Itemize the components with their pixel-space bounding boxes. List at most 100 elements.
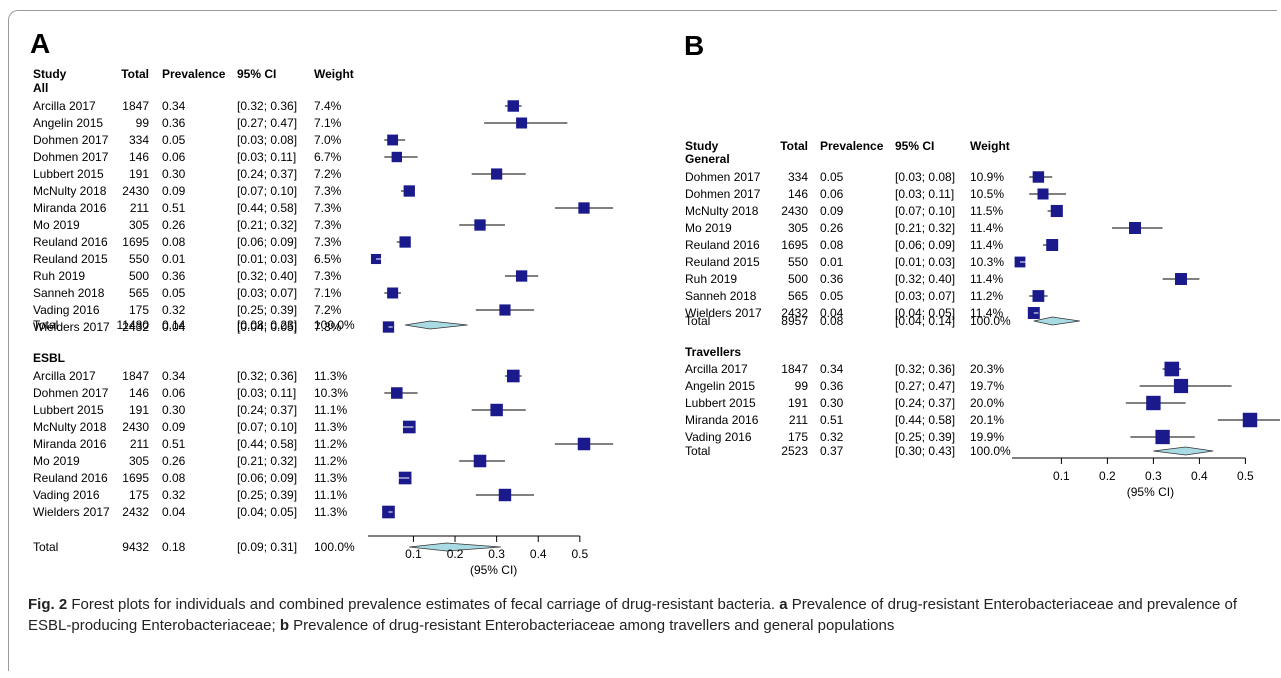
total-n: 2523 (781, 444, 808, 458)
panel-a-letter: A (30, 28, 51, 59)
weight-value: 7.1% (314, 286, 342, 300)
effect-square (499, 304, 511, 316)
prevalence-value: 0.04 (820, 306, 844, 320)
total-n: 146 (129, 386, 149, 400)
ci-text: [0.03; 0.08] (895, 170, 955, 184)
x-tick-label: 0.3 (488, 547, 505, 561)
total-n: 500 (129, 269, 149, 283)
prevalence-value: 0.05 (162, 133, 186, 147)
weight-value: 100.0% (314, 540, 355, 554)
effect-square (1037, 188, 1049, 200)
total-n: 2430 (781, 204, 808, 218)
ci-text: [0.01; 0.03] (895, 255, 955, 269)
weight-value: 11.3% (314, 471, 347, 485)
prevalence-value: 0.08 (162, 235, 186, 249)
effect-square (516, 117, 528, 129)
weight-value: 11.1% (314, 488, 347, 502)
prevalence-value: 0.09 (820, 204, 844, 218)
study-name: Mo 2019 (685, 221, 732, 235)
total-n: 9432 (122, 540, 149, 554)
ci-text: [0.03; 0.11] (895, 187, 954, 201)
weight-value: 11.2% (314, 437, 347, 451)
effect-square (1175, 273, 1187, 285)
prevalence-value: 0.32 (820, 430, 844, 444)
header-weight: Weight (314, 67, 354, 81)
prevalence-value: 0.26 (820, 221, 844, 235)
total-n: 334 (129, 133, 149, 147)
prevalence-value: 0.51 (820, 413, 844, 427)
total-n: 2430 (122, 184, 149, 198)
total-n: 565 (788, 289, 808, 303)
ci-text: [0.03; 0.11] (237, 386, 296, 400)
weight-value: 11.3% (314, 420, 347, 434)
weight-value: 10.3% (314, 386, 348, 400)
prevalence-value: 0.34 (162, 369, 186, 383)
total-n: 565 (129, 286, 149, 300)
study-name: Sanneh 2018 (685, 289, 757, 303)
weight-value: 6.5% (314, 252, 342, 266)
header-study: Study (685, 139, 719, 153)
prevalence-value: 0.08 (820, 238, 844, 252)
weight-value: 7.3% (314, 201, 342, 215)
ci-text: [0.03; 0.07] (237, 286, 297, 300)
total-n: 211 (789, 413, 808, 427)
total-n: 175 (129, 488, 149, 502)
weight-value: 7.3% (314, 218, 342, 232)
weight-value: 7.3% (314, 235, 342, 249)
total-n: 1847 (781, 362, 808, 376)
weight-value: 7.2% (314, 167, 342, 181)
pooled-diamond (405, 320, 468, 330)
figure-frame (8, 10, 1277, 671)
ci-text: [0.24; 0.37] (895, 396, 955, 410)
weight-value: 11.4% (970, 306, 1003, 320)
study-name: Angelin 2015 (685, 379, 755, 393)
weight-value: 10.9% (970, 170, 1004, 184)
weight-value: 6.7% (314, 150, 342, 164)
weight-value: 7.3% (314, 320, 342, 334)
weight-value: 7.3% (314, 184, 342, 198)
effect-square (1146, 395, 1161, 411)
study-name: Miranda 2016 (685, 413, 759, 427)
weight-value: 20.0% (970, 396, 1004, 410)
ci-text: [0.32; 0.40] (895, 272, 955, 286)
total-n: 8957 (781, 314, 808, 328)
weight-value: 7.2% (314, 303, 342, 317)
total-n: 99 (136, 116, 150, 130)
study-name: Miranda 2016 (33, 437, 107, 451)
total-n: 146 (788, 187, 808, 201)
total-n: 305 (129, 218, 149, 232)
prevalence-value: 0.04 (162, 505, 186, 519)
ci-text: [0.03; 0.11] (237, 150, 296, 164)
ci-text: [0.21; 0.32] (237, 454, 297, 468)
prevalence-value: 0.01 (162, 252, 186, 266)
ci-text: [0.44; 0.58] (237, 437, 297, 451)
forest-plot-b: Study Total Prevalence 95% CI Weight General D… (685, 139, 1280, 499)
ci-text: [0.04; 0.05] (237, 320, 297, 334)
total-n: 146 (129, 150, 149, 164)
weight-value: 20.3% (970, 362, 1004, 376)
header-total: Total (121, 67, 149, 81)
effect-square (399, 236, 411, 248)
x-tick-label: 0.1 (405, 547, 422, 561)
ci-text: [0.21; 0.32] (895, 221, 955, 235)
effect-square (387, 287, 399, 299)
effect-square (578, 202, 590, 214)
study-name: Lubbert 2015 (33, 403, 104, 417)
prevalence-value: 0.06 (162, 150, 186, 164)
prevalence-value: 0.09 (162, 420, 186, 434)
prevalence-value: 0.30 (820, 396, 844, 410)
ci-text: [0.03; 0.07] (895, 289, 955, 303)
total-n: 2432 (122, 505, 149, 519)
header-prevalence: Prevalence (162, 67, 226, 81)
effect-square (506, 369, 520, 383)
effect-square (391, 387, 403, 399)
prevalence-value: 0.30 (162, 403, 186, 417)
study-name: Reuland 2016 (685, 238, 760, 252)
study-name: Wielders 2017 (33, 320, 110, 334)
total-n: 550 (788, 255, 808, 269)
prevalence-value: 0.34 (162, 99, 186, 113)
total-n: 1695 (122, 471, 149, 485)
study-name: Ruh 2019 (33, 269, 85, 283)
ci-text: [0.08; 0.23] (237, 318, 297, 332)
prevalence-value: 0.08 (162, 471, 186, 485)
